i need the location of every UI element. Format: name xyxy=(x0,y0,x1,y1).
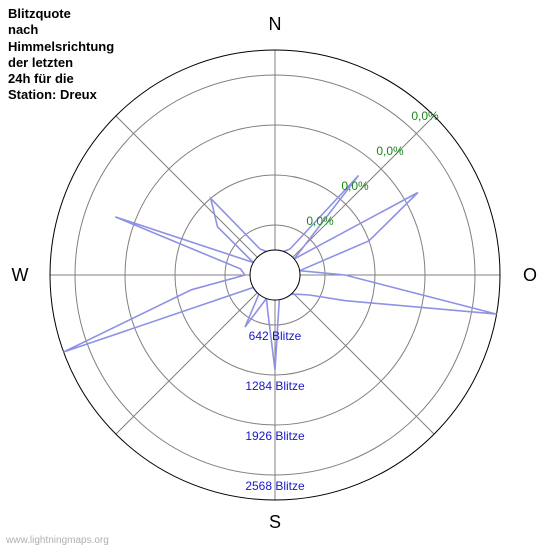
ring-label-pct-2: 0,0% xyxy=(341,179,369,193)
credit-text: www.lightningmaps.org xyxy=(6,535,109,546)
center-hub xyxy=(250,250,300,300)
compass-n: N xyxy=(269,14,282,34)
ring-label-blitze-1: 642 Blitze xyxy=(249,329,302,343)
compass-s: S xyxy=(269,512,281,532)
ring-label-blitze-4: 2568 Blitze xyxy=(245,479,305,493)
compass-w: W xyxy=(12,265,29,285)
ring-label-blitze-2: 1284 Blitze xyxy=(245,379,305,393)
ring-label-pct-1: 0,0% xyxy=(306,214,334,228)
polar-chart: N O S W 642 Blitze 1284 Blitze 1926 Blit… xyxy=(0,0,550,550)
compass-e: O xyxy=(523,265,537,285)
ring-label-blitze-3: 1926 Blitze xyxy=(245,429,305,443)
ring-label-pct-3: 0,0% xyxy=(376,144,404,158)
ring-label-pct-4: 0,0% xyxy=(411,109,439,123)
